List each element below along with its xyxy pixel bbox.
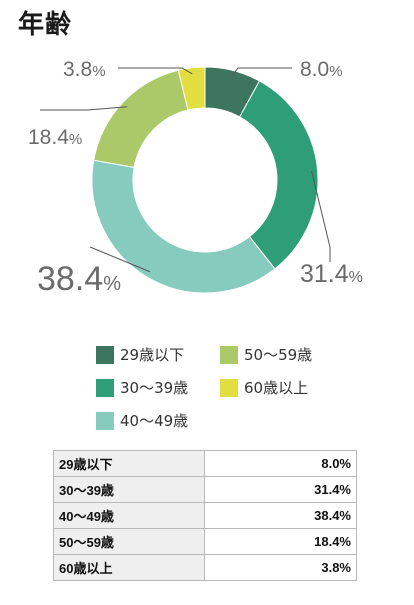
- legend-swatch: [220, 378, 238, 397]
- table-cell-category: 50〜59歳: [53, 528, 205, 555]
- legend-item-60-over: 60歳以上: [220, 377, 308, 398]
- table-cell-category: 60歳以上: [53, 554, 205, 581]
- legend-swatch: [96, 411, 114, 430]
- donut-slice: [177, 66, 206, 111]
- legend-label: 40〜49歳: [120, 412, 189, 430]
- data-label: 31.4%: [300, 260, 363, 288]
- legend-swatch: [96, 345, 114, 364]
- donut-slice: [91, 159, 276, 294]
- leader-line: [311, 171, 331, 262]
- table-cell-value: 31.4%: [204, 476, 357, 503]
- legend-label: 60歳以上: [244, 379, 309, 397]
- legend-label: 30〜39歳: [120, 379, 189, 397]
- leader-line: [89, 246, 151, 273]
- data-label: 3.8%: [63, 58, 106, 81]
- data-label: 18.4%: [28, 126, 82, 149]
- data-label: 38.4%: [37, 260, 121, 298]
- table-cell-category: 29歳以下: [53, 450, 205, 477]
- data-table: 29歳以下 8.0% 30〜39歳 31.4% 40〜49歳 38.4% 50〜…: [53, 450, 357, 581]
- legend-item-50-59: 50〜59歳: [220, 344, 312, 365]
- donut-slice: [93, 69, 189, 168]
- table-cell-value: 8.0%: [204, 450, 357, 477]
- leader-line: [231, 67, 292, 77]
- table-row: 40〜49歳 38.4%: [53, 502, 357, 529]
- table-row: 50〜59歳 18.4%: [53, 528, 357, 555]
- table-cell-category: 30〜39歳: [53, 476, 205, 503]
- data-label: 8.0%: [300, 58, 343, 81]
- legend-swatch: [220, 345, 238, 364]
- leader-line: [118, 67, 193, 75]
- table-row: 29歳以下 8.0%: [53, 450, 357, 477]
- table-row: 30〜39歳 31.4%: [53, 476, 357, 503]
- donut-slice: [239, 80, 319, 270]
- legend-item-30-39: 30〜39歳: [96, 377, 188, 398]
- table-row: 60歳以上 3.8%: [53, 554, 357, 581]
- table-cell-value: 38.4%: [204, 502, 357, 529]
- table-cell-category: 40〜49歳: [53, 502, 205, 529]
- legend-item-40-49: 40〜49歳: [96, 410, 188, 431]
- donut-chart: 8.0% 31.4% 38.4% 18.4% 3.8%: [28, 58, 363, 298]
- table-cell-value: 18.4%: [204, 528, 357, 555]
- page-title: 年齢: [18, 10, 73, 40]
- legend-label: 50〜59歳: [244, 346, 313, 364]
- legend-item-29-under: 29歳以下: [96, 344, 184, 365]
- legend-swatch: [96, 378, 114, 397]
- leader-line: [40, 106, 128, 111]
- legend-label: 29歳以下: [120, 346, 185, 364]
- table-cell-value: 3.8%: [204, 554, 357, 581]
